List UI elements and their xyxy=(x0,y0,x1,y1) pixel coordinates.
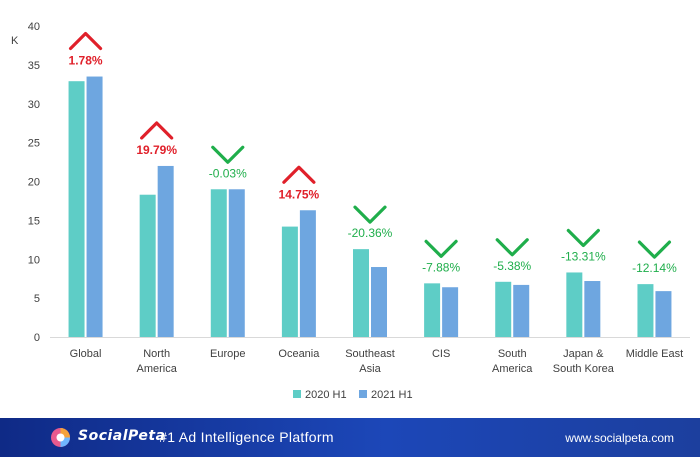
category-label: America xyxy=(492,363,533,375)
y-tick-label: 20 xyxy=(28,177,40,189)
change-percent-label: -13.31% xyxy=(561,249,606,263)
chevron-down-icon xyxy=(566,228,600,248)
category-label: Oceania xyxy=(278,348,320,360)
legend-label: 2020 H1 xyxy=(305,389,347,401)
legend-label: 2021 H1 xyxy=(371,389,413,401)
y-tick-label: 5 xyxy=(34,293,40,305)
tagline: - #1 Ad Intelligence Platform xyxy=(150,429,334,445)
category-label: America xyxy=(136,363,177,375)
y-tick-label: 10 xyxy=(28,254,40,266)
chart-area: 0 5 10 15 20 25 30 35 40 K Global 1.78% North America… xyxy=(11,21,690,401)
bar-2020-h1 xyxy=(353,249,369,337)
footer-banner: SocialPeta - #1 Ad Intelligence Platform… xyxy=(0,418,700,457)
y-tick-label: 0 xyxy=(34,332,40,344)
y-axis-unit: K xyxy=(11,35,19,47)
chevron-up-icon xyxy=(282,165,316,184)
chevron-down-icon xyxy=(424,239,458,258)
bar-2021-h1 xyxy=(157,165,174,337)
bar-2020-h1 xyxy=(566,272,583,337)
change-percent-label: 1.78% xyxy=(69,54,103,68)
y-tick-label: 30 xyxy=(28,99,40,111)
category-label: Asia xyxy=(359,363,381,375)
legend-swatch xyxy=(293,390,301,398)
bar-2020-h1 xyxy=(424,283,441,337)
bar-2021-h1 xyxy=(86,76,103,337)
bar-2020-h1 xyxy=(68,81,85,337)
change-percent-label: -7.88% xyxy=(422,260,460,274)
bar-2020-h1 xyxy=(637,284,654,337)
bar-2021-h1 xyxy=(371,267,387,337)
change-percent-label: -5.38% xyxy=(493,259,531,273)
bar-2020-h1 xyxy=(139,194,156,337)
bar-2021-h1 xyxy=(655,291,672,337)
chevron-down-icon xyxy=(211,145,245,164)
chevron-down-icon xyxy=(495,238,529,257)
brand-name: SocialPeta xyxy=(78,428,166,444)
chevron-down-icon xyxy=(637,240,672,259)
bar-2020-h1 xyxy=(281,226,298,337)
category-label: South Korea xyxy=(553,363,615,375)
chevron-up-icon xyxy=(140,121,174,140)
change-percent-label: -0.03% xyxy=(209,166,247,180)
socialpeta-logo-icon xyxy=(51,428,70,447)
category-label: CIS xyxy=(432,348,450,360)
bar-2021-h1 xyxy=(442,287,459,337)
category-label: Global xyxy=(70,348,102,360)
change-percent-label: 19.79% xyxy=(136,143,177,157)
bar-2021-h1 xyxy=(299,210,316,337)
category-label: Middle East xyxy=(626,348,683,360)
bar-2021-h1 xyxy=(228,189,245,337)
bar-chart: 0 5 10 15 20 25 30 35 40 K Global 1.78% North America… xyxy=(11,21,690,401)
chevron-down-icon xyxy=(353,205,387,224)
category-label: South xyxy=(498,348,527,360)
y-tick-label: 25 xyxy=(28,138,40,150)
bar-2021-h1 xyxy=(513,284,530,337)
bar-2020-h1 xyxy=(210,189,227,337)
change-percent-label: -20.36% xyxy=(348,226,393,240)
change-percent-label: -12.14% xyxy=(632,261,677,275)
category-label: Southeast xyxy=(345,348,395,360)
bar-2020-h1 xyxy=(495,281,512,337)
category-label: Europe xyxy=(210,348,245,360)
category-label: Japan & xyxy=(563,348,604,360)
chevron-up-icon xyxy=(68,31,103,51)
site-url[interactable]: www.socialpeta.com xyxy=(565,431,674,445)
y-tick-label: 15 xyxy=(28,215,40,227)
bar-2021-h1 xyxy=(584,281,601,337)
y-tick-label: 40 xyxy=(28,21,40,33)
y-tick-label: 35 xyxy=(28,60,40,72)
change-percent-label: 14.75% xyxy=(279,187,320,201)
category-label: North xyxy=(143,348,170,360)
legend-swatch xyxy=(359,390,367,398)
